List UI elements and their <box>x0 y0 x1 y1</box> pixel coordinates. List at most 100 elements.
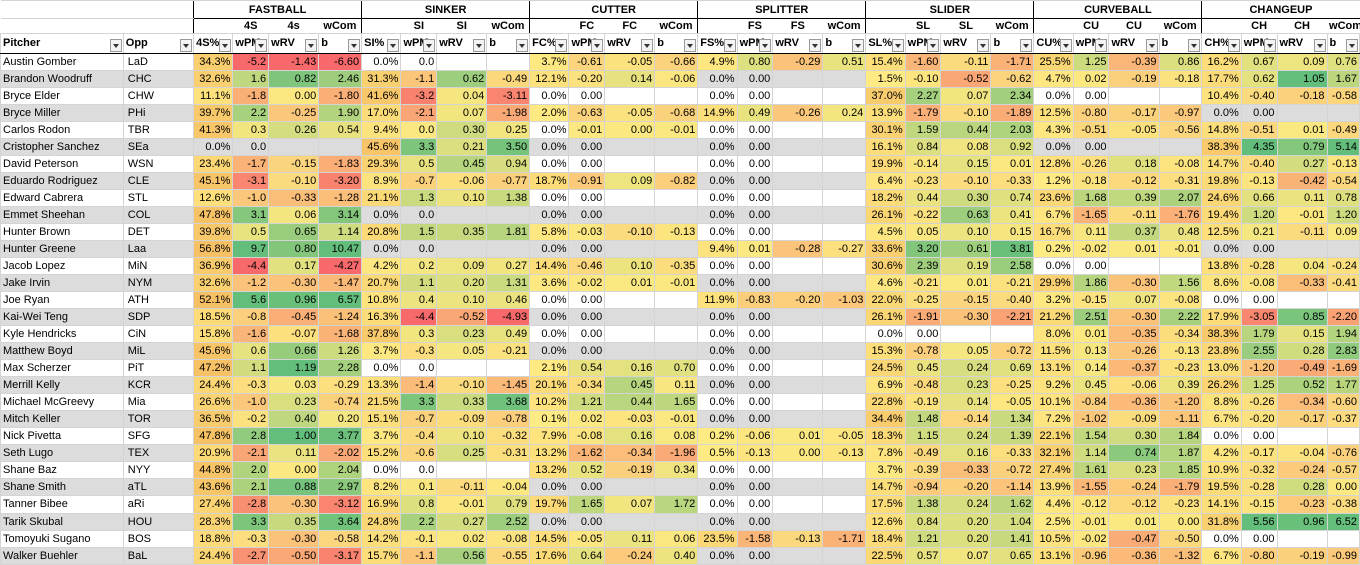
stat-cell[interactable]: 0.0% <box>1033 87 1074 106</box>
stat-cell[interactable]: 10.9% <box>1201 461 1242 480</box>
stat-cell[interactable]: -3.05 <box>1240 308 1278 327</box>
stat-cell[interactable] <box>604 206 656 225</box>
stat-cell[interactable]: -1.68 <box>318 325 363 344</box>
stat-cell[interactable]: 0.00 <box>1240 291 1278 310</box>
stat-cell[interactable]: 2.83 <box>1326 342 1360 361</box>
stat-cell[interactable]: 1.15 <box>904 427 942 446</box>
stat-cell[interactable]: 0.27 <box>1276 155 1328 174</box>
stat-cell[interactable] <box>654 291 699 310</box>
filter-dropdown-icon[interactable] <box>891 39 904 53</box>
stat-cell[interactable]: 8.0% <box>1033 325 1074 344</box>
stat-cell[interactable] <box>604 291 656 310</box>
stat-cell[interactable]: 2.46 <box>318 70 363 89</box>
stat-cell[interactable]: -1.8 <box>232 87 270 106</box>
stat-cell[interactable]: 0.11 <box>654 376 699 395</box>
stat-cell[interactable]: -3.20 <box>318 172 363 191</box>
opponent-cell[interactable]: DET <box>122 223 195 242</box>
stat-cell[interactable]: 11.1% <box>193 87 234 106</box>
stat-cell[interactable]: -0.47 <box>1108 529 1160 548</box>
stat-cell[interactable]: 0.01 <box>736 240 774 259</box>
stat-cell[interactable] <box>822 70 867 89</box>
stat-cell[interactable]: -0.09 <box>1108 410 1160 429</box>
stat-cell[interactable]: 1.84 <box>1158 427 1203 446</box>
stat-cell[interactable]: 19.7% <box>529 495 570 514</box>
stat-cell[interactable]: -0.40 <box>990 291 1035 310</box>
stat-cell[interactable]: 19.5% <box>1201 478 1242 497</box>
stat-cell[interactable]: 1.81 <box>486 223 531 242</box>
stat-cell[interactable]: -0.13 <box>772 529 824 548</box>
stat-cell[interactable]: 1.48 <box>904 410 942 429</box>
stat-cell[interactable]: -0.09 <box>436 410 488 429</box>
stat-cell[interactable]: 2.22 <box>1158 308 1203 327</box>
stat-cell[interactable]: 26.1% <box>865 308 906 327</box>
stat-cell[interactable]: -0.54 <box>1326 172 1360 191</box>
filter-dropdown-icon[interactable] <box>809 39 822 53</box>
stat-cell[interactable]: 1.61 <box>1072 461 1110 480</box>
stat-cell[interactable]: 26.2% <box>1201 376 1242 395</box>
stat-cell[interactable]: 4.7% <box>1033 70 1074 89</box>
stat-cell[interactable] <box>822 257 867 276</box>
stat-cell[interactable]: 18.4% <box>865 529 906 548</box>
stat-cell[interactable]: -0.40 <box>1240 155 1278 174</box>
stat-cell[interactable]: 9.2% <box>1033 376 1074 395</box>
stat-cell[interactable]: 0.0% <box>865 325 906 344</box>
stat-cell[interactable]: 1.68 <box>1072 189 1110 208</box>
stat-cell[interactable]: 0.00 <box>568 478 606 497</box>
stat-cell[interactable]: 0.00 <box>1326 478 1360 497</box>
stat-cell[interactable]: 13.2% <box>529 461 570 480</box>
stat-cell[interactable]: 0.0 <box>400 53 438 72</box>
stat-cell[interactable]: -0.63 <box>568 104 606 123</box>
stat-cell[interactable]: 0.0% <box>193 138 234 157</box>
stat-cell[interactable]: 0.06 <box>654 529 699 548</box>
stat-cell[interactable]: 0.10 <box>436 189 488 208</box>
stat-cell[interactable]: -0.84 <box>1072 393 1110 412</box>
stat-cell[interactable]: 0.40 <box>654 546 699 565</box>
stat-cell[interactable]: 0.06 <box>268 206 320 225</box>
stat-cell[interactable]: 1.31 <box>486 274 531 293</box>
stat-cell[interactable]: -0.57 <box>1326 461 1360 480</box>
opponent-cell[interactable]: Mia <box>122 393 195 412</box>
stat-cell[interactable]: 22.0% <box>865 291 906 310</box>
stat-cell[interactable]: -0.96 <box>1072 546 1110 565</box>
stat-cell[interactable]: 12.5% <box>1201 223 1242 242</box>
stat-cell[interactable]: 0.0% <box>697 376 738 395</box>
stat-cell[interactable]: -1.55 <box>1072 478 1110 497</box>
stat-cell[interactable]: 5.14 <box>1326 138 1360 157</box>
stat-cell[interactable]: 0.5% <box>697 444 738 463</box>
stat-cell[interactable]: 0.09 <box>436 257 488 276</box>
pitcher-name-cell[interactable]: Emmet Sheehan <box>0 206 124 225</box>
stat-cell[interactable]: 6.4% <box>865 172 906 191</box>
stat-cell[interactable]: -0.06 <box>736 427 774 446</box>
stat-cell[interactable]: -0.31 <box>486 444 531 463</box>
stat-cell[interactable]: -0.40 <box>1240 87 1278 106</box>
stat-cell[interactable]: 29.3% <box>361 155 402 174</box>
stat-cell[interactable]: 21.1% <box>361 189 402 208</box>
stat-cell[interactable]: 3.20 <box>904 240 942 259</box>
stat-cell[interactable] <box>940 325 992 344</box>
stat-cell[interactable]: 44.8% <box>193 461 234 480</box>
stat-cell[interactable] <box>822 461 867 480</box>
stat-cell[interactable]: 0.00 <box>736 138 774 157</box>
stat-cell[interactable]: 0.00 <box>736 512 774 531</box>
stat-cell[interactable]: 0.00 <box>568 240 606 259</box>
stat-cell[interactable]: -0.17 <box>1240 444 1278 463</box>
pitcher-name-cell[interactable]: Bryce Elder <box>0 87 124 106</box>
stat-cell[interactable]: -0.15 <box>268 155 320 174</box>
stat-cell[interactable]: 0.0% <box>1201 291 1242 310</box>
stat-cell[interactable]: -0.7 <box>400 410 438 429</box>
stat-cell[interactable]: 0.00 <box>1158 512 1203 531</box>
stat-cell[interactable]: 2.5% <box>1033 512 1074 531</box>
stat-cell[interactable]: -0.33 <box>990 172 1035 191</box>
stat-cell[interactable]: 2.51 <box>1072 308 1110 327</box>
stat-cell[interactable]: 0.00 <box>736 546 774 565</box>
filter-dropdown-icon[interactable] <box>1313 39 1326 53</box>
stat-cell[interactable]: 2.1% <box>529 359 570 378</box>
stat-cell[interactable]: -2.21 <box>990 308 1035 327</box>
stat-cell[interactable]: 0.08 <box>940 138 992 157</box>
stat-cell[interactable]: 0.09 <box>1276 53 1328 72</box>
stat-cell[interactable]: 0.8 <box>400 495 438 514</box>
stat-cell[interactable]: 0.62 <box>436 70 488 89</box>
stat-cell[interactable]: 1.38 <box>486 189 531 208</box>
stat-cell[interactable]: 15.7% <box>361 546 402 565</box>
stat-cell[interactable]: 0.24 <box>940 359 992 378</box>
